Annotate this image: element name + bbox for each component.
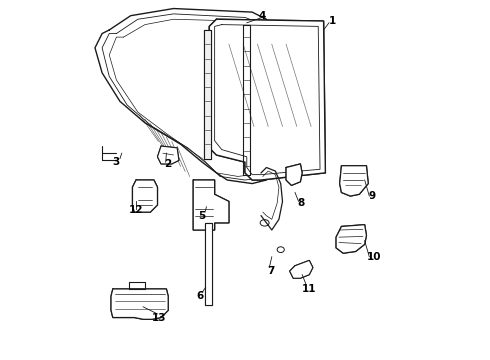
Text: 12: 12 bbox=[129, 205, 143, 215]
Text: 1: 1 bbox=[329, 16, 336, 26]
Text: 5: 5 bbox=[198, 211, 206, 221]
Ellipse shape bbox=[206, 252, 211, 265]
Text: 8: 8 bbox=[298, 198, 305, 208]
Text: 9: 9 bbox=[368, 191, 375, 201]
Polygon shape bbox=[209, 19, 325, 180]
Text: 6: 6 bbox=[196, 291, 204, 301]
Ellipse shape bbox=[277, 247, 284, 252]
Text: 4: 4 bbox=[258, 12, 266, 21]
Ellipse shape bbox=[260, 220, 269, 226]
Polygon shape bbox=[193, 180, 229, 230]
Polygon shape bbox=[286, 164, 302, 185]
Polygon shape bbox=[340, 166, 368, 196]
Text: 10: 10 bbox=[367, 252, 381, 262]
Text: 2: 2 bbox=[165, 159, 172, 169]
Text: 7: 7 bbox=[268, 266, 275, 276]
Polygon shape bbox=[336, 225, 367, 253]
Text: 3: 3 bbox=[113, 157, 120, 167]
Text: 13: 13 bbox=[152, 312, 167, 323]
Polygon shape bbox=[157, 146, 179, 164]
Polygon shape bbox=[204, 30, 211, 158]
Polygon shape bbox=[132, 180, 157, 212]
Ellipse shape bbox=[207, 275, 210, 284]
Text: 11: 11 bbox=[302, 284, 317, 294]
Polygon shape bbox=[205, 223, 212, 305]
Polygon shape bbox=[290, 260, 313, 278]
Polygon shape bbox=[111, 289, 168, 319]
